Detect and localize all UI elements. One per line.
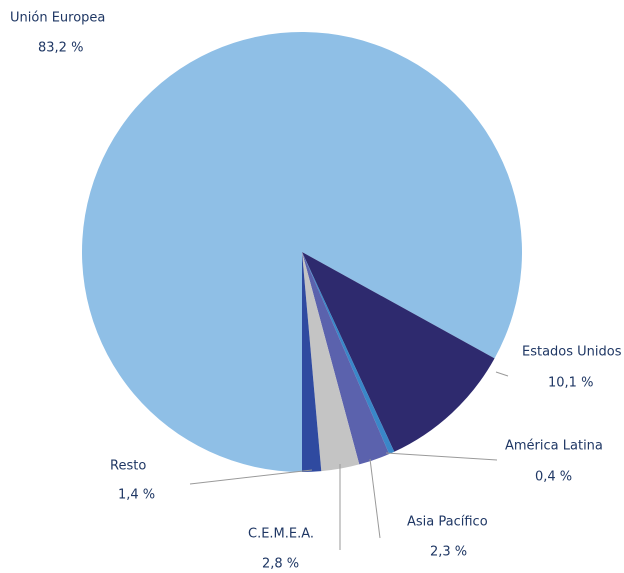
leader-line [369,458,381,539]
pie-slice [302,252,360,472]
value-label: 2,3 % [430,545,467,560]
slice-label: Asia Pacífico [407,515,488,530]
pie-slice [81,31,523,472]
pie-slice [302,252,322,472]
slice-label: Resto [110,459,146,474]
value-label: 2,8 % [262,557,299,572]
slice-label: Estados Unidos [522,345,622,360]
leader-line [189,469,313,485]
slice-label: C.E.M.E.A. [248,527,314,542]
value-label: 1,4 % [118,488,155,503]
leader-line [385,452,498,461]
value-label: 10,1 % [548,376,593,391]
value-label: 0,4 % [535,470,572,485]
slice-label: Unión Europea [10,11,105,26]
slice-label: América Latina [505,439,603,454]
value-label: 83,2 % [38,41,83,56]
pie-slice [302,252,395,454]
pie-slice [302,252,390,465]
leader-line [495,371,509,377]
pie-slice [302,252,495,452]
